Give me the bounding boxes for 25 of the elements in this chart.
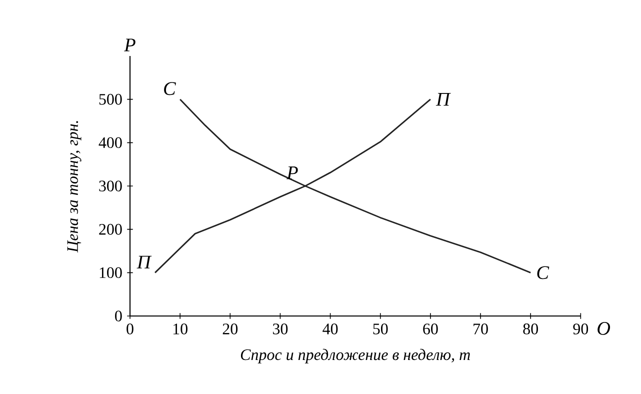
y-tick-label: 200 [99, 224, 122, 235]
x-tick-label: 0 [126, 324, 134, 334]
text: С [537, 266, 550, 280]
text: O [598, 322, 610, 335]
y-tick-label: 400 [98, 137, 122, 148]
series-label: П [136, 256, 152, 268]
x-tick-label: 40 [322, 324, 338, 334]
x-tick-label: 60 [423, 324, 438, 334]
y-tick-label: 300 [99, 180, 122, 192]
text: P [124, 38, 136, 52]
x-tick-label: 10 [173, 324, 188, 334]
y-tick-label: 0 [115, 310, 122, 322]
x-tick-label: 80 [523, 324, 538, 334]
text: П [436, 93, 451, 106]
y-axis-title: Цена за тонну, грн. [67, 121, 82, 253]
y-tick-label: 500 [99, 94, 122, 105]
y-tick-label: 100 [100, 267, 122, 278]
annotation: Р [286, 166, 298, 180]
x-axis-title: Спрос и предложение в неделю, т [240, 348, 470, 364]
x-tick-label: 70 [474, 324, 488, 334]
x-tick-label: 20 [222, 324, 238, 334]
series-label: С [164, 82, 176, 96]
x-tick-label: 30 [273, 324, 288, 334]
x-tick-label: 90 [573, 324, 588, 334]
x-tick-label: 50 [373, 324, 388, 334]
